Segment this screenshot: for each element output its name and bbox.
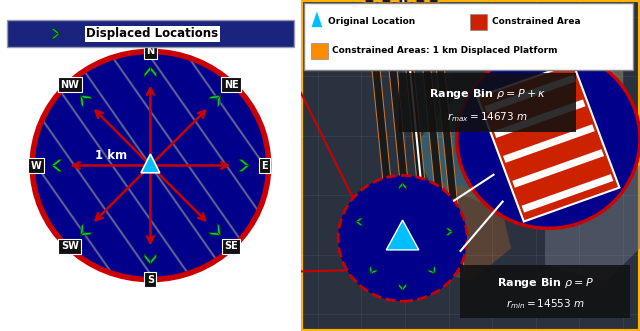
Text: E: E	[261, 161, 268, 170]
Bar	[380, 21, 391, 31]
Circle shape	[457, 50, 640, 228]
Polygon shape	[141, 154, 160, 173]
Text: NW: NW	[60, 80, 79, 90]
Text: W: W	[31, 161, 42, 170]
Polygon shape	[445, 228, 453, 232]
Polygon shape	[428, 269, 435, 274]
Polygon shape	[355, 222, 363, 225]
Polygon shape	[144, 66, 150, 77]
Polygon shape	[80, 95, 84, 108]
Polygon shape	[445, 232, 453, 235]
Ellipse shape	[32, 51, 269, 280]
Text: Range Bin $\rho = P + \kappa$: Range Bin $\rho = P + \kappa$	[429, 87, 546, 101]
Text: SE: SE	[224, 241, 238, 251]
Text: 1 km: 1 km	[95, 149, 127, 162]
Bar	[470, 14, 487, 30]
Text: Original Location: Original Location	[328, 17, 415, 26]
Polygon shape	[150, 254, 157, 265]
Polygon shape	[80, 223, 84, 236]
Polygon shape	[545, 166, 640, 281]
Polygon shape	[399, 182, 403, 190]
Polygon shape	[238, 159, 250, 166]
Polygon shape	[208, 95, 221, 99]
Polygon shape	[51, 166, 63, 172]
Bar	[503, 124, 595, 163]
Bar	[428, 21, 438, 31]
Polygon shape	[369, 266, 372, 274]
Bar	[413, 2, 426, 14]
Polygon shape	[504, 60, 623, 159]
Polygon shape	[51, 34, 60, 39]
Bar	[362, 2, 375, 14]
Bar	[380, 2, 392, 14]
Bar	[414, 21, 425, 31]
Polygon shape	[311, 10, 323, 27]
Polygon shape	[80, 95, 93, 99]
Polygon shape	[371, 269, 378, 274]
Text: $r_{min} = 14553$ m: $r_{min} = 14553$ m	[506, 298, 584, 311]
Bar	[397, 21, 408, 31]
Polygon shape	[51, 28, 60, 34]
Bar	[427, 2, 439, 14]
Text: NE: NE	[224, 80, 239, 90]
Text: Range Bin $\rho = P$: Range Bin $\rho = P$	[497, 276, 593, 290]
Bar	[364, 21, 374, 31]
Bar	[512, 149, 604, 188]
Text: SW: SW	[61, 241, 79, 251]
Polygon shape	[217, 223, 221, 236]
Bar	[493, 99, 586, 138]
Polygon shape	[385, 182, 511, 281]
Polygon shape	[433, 266, 436, 274]
Bar	[484, 74, 576, 113]
Polygon shape	[217, 95, 221, 108]
Polygon shape	[51, 159, 63, 166]
Polygon shape	[208, 232, 221, 236]
Bar	[477, 63, 620, 221]
Bar	[522, 174, 613, 213]
Polygon shape	[144, 254, 150, 265]
FancyBboxPatch shape	[460, 265, 630, 318]
Polygon shape	[150, 66, 157, 77]
Polygon shape	[355, 218, 363, 222]
Text: Constrained Areas: 1 km Displaced Platform: Constrained Areas: 1 km Displaced Platfo…	[332, 46, 558, 56]
FancyBboxPatch shape	[399, 73, 575, 132]
Polygon shape	[538, 60, 630, 149]
Polygon shape	[413, 83, 579, 205]
Bar	[311, 43, 328, 59]
Circle shape	[338, 175, 467, 301]
FancyBboxPatch shape	[7, 20, 294, 47]
Polygon shape	[238, 166, 250, 172]
Text: S: S	[147, 275, 154, 285]
Polygon shape	[80, 232, 93, 236]
Text: Constrained Area: Constrained Area	[492, 17, 580, 26]
Text: $r_{max} = 14673$ m: $r_{max} = 14673$ m	[447, 111, 528, 124]
Text: N: N	[147, 46, 154, 56]
Text: Displaced Locations: Displaced Locations	[86, 27, 218, 40]
FancyBboxPatch shape	[304, 3, 633, 70]
Polygon shape	[399, 284, 403, 291]
Polygon shape	[403, 284, 406, 291]
Polygon shape	[387, 220, 419, 250]
Bar	[396, 2, 409, 14]
Polygon shape	[403, 182, 406, 190]
